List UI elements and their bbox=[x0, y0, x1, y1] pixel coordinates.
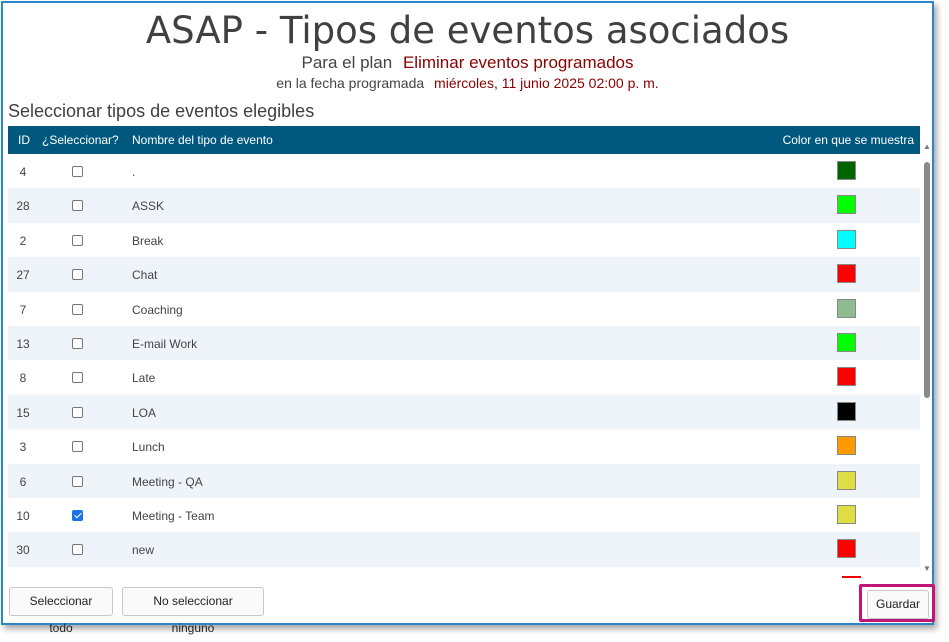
row-select-checkbox[interactable] bbox=[72, 166, 83, 177]
table-row: 6 Meeting - QA bbox=[8, 463, 920, 498]
partial-color-swatch bbox=[842, 576, 861, 578]
save-button-highlight bbox=[859, 584, 935, 622]
date-value: miércoles, 11 junio 2025 02:00 p. m. bbox=[434, 75, 659, 91]
table-row: 10 Meeting - Team bbox=[8, 498, 920, 532]
row-select-checkbox[interactable] bbox=[72, 509, 83, 521]
row-select-checkbox[interactable] bbox=[72, 372, 83, 384]
row-id: 3 bbox=[19, 440, 27, 455]
table-row: 13 E-mail Work bbox=[8, 325, 920, 361]
column-header-color: Color en que se muestra bbox=[782, 133, 914, 147]
table-row: 2 Break bbox=[8, 223, 920, 257]
scroll-up-arrow-icon[interactable]: ▲ bbox=[923, 142, 931, 151]
page-title: ASAP - Tipos de eventos asociados bbox=[145, 9, 790, 52]
row-event-name: Lunch bbox=[132, 440, 165, 455]
row-color-swatch bbox=[837, 195, 856, 215]
row-event-name: new bbox=[132, 543, 155, 558]
row-color-swatch bbox=[837, 470, 856, 490]
plan-value: Eliminar eventos programados bbox=[402, 53, 634, 72]
table-row: 3 Lunch bbox=[8, 429, 920, 463]
table-row: 27 Chat bbox=[8, 257, 920, 292]
row-id: 28 bbox=[16, 199, 30, 214]
row-color-swatch bbox=[837, 332, 856, 352]
select-all-button[interactable]: Seleccionar todo bbox=[9, 587, 113, 635]
scroll-down-arrow-icon[interactable]: ▼ bbox=[923, 564, 931, 573]
row-color-swatch bbox=[837, 436, 856, 456]
table-body: 4. 28 ASSK 2 Break 27 Chat 7 Coaching 13 E-mail Wo… bbox=[8, 154, 920, 567]
row-id: 10 bbox=[16, 508, 30, 523]
row-event-name: Coaching bbox=[132, 302, 183, 317]
event-types-table: ID ¿Seleccionar? Nombre del tipo de even… bbox=[8, 126, 933, 578]
row-id: 7 bbox=[19, 302, 27, 317]
row-id: 30 bbox=[16, 543, 30, 558]
column-header-name: Nombre del tipo de evento bbox=[132, 133, 273, 147]
row-color-swatch bbox=[837, 298, 856, 318]
section-title: Seleccionar tipos de eventos elegibles bbox=[8, 101, 315, 121]
row-id: 2 bbox=[19, 233, 27, 248]
row-event-name: . bbox=[132, 165, 136, 179]
row-id: 6 bbox=[19, 474, 27, 489]
row-color-swatch bbox=[837, 264, 856, 284]
row-event-name: Break bbox=[132, 233, 164, 248]
plan-line: Para el plan Eliminar eventos programado… bbox=[3, 53, 932, 73]
row-select-checkbox[interactable] bbox=[72, 475, 83, 487]
row-select-checkbox[interactable] bbox=[72, 234, 83, 246]
table-row: 30 new bbox=[8, 532, 920, 567]
date-line: en la fecha programada miércoles, 11 jun… bbox=[3, 75, 932, 91]
table-row: 7 Coaching bbox=[8, 292, 920, 326]
row-event-name: E-mail Work bbox=[132, 336, 198, 351]
row-event-name: Meeting - Team bbox=[132, 508, 215, 523]
table-row: 15 LOA bbox=[8, 394, 920, 430]
date-label: en la fecha programada bbox=[276, 75, 425, 91]
row-id: 8 bbox=[19, 371, 27, 386]
table-row: 28 ASSK bbox=[8, 188, 920, 223]
row-id: 15 bbox=[16, 405, 30, 420]
row-event-name: Meeting - QA bbox=[132, 474, 203, 489]
plan-label: Para el plan bbox=[301, 53, 393, 72]
column-header-id: ID bbox=[18, 133, 30, 147]
row-select-checkbox[interactable] bbox=[72, 269, 83, 281]
row-event-name: Chat bbox=[132, 268, 158, 283]
row-select-checkbox[interactable] bbox=[72, 406, 83, 418]
row-select-checkbox[interactable] bbox=[72, 544, 83, 556]
row-event-name: ASSK bbox=[132, 199, 165, 214]
row-color-swatch bbox=[837, 161, 856, 180]
table-scrollbar[interactable]: ▲ ▼ bbox=[922, 142, 932, 574]
row-select-checkbox[interactable] bbox=[72, 337, 83, 349]
column-header-select: ¿Seleccionar? bbox=[42, 133, 119, 147]
row-color-swatch bbox=[837, 367, 856, 387]
row-id: 13 bbox=[16, 336, 30, 351]
select-none-button[interactable]: No seleccionar ninguno bbox=[122, 587, 264, 635]
row-event-name: LOA bbox=[132, 405, 157, 420]
table-row: 8 Late bbox=[8, 360, 920, 394]
table-header: ID ¿Seleccionar? Nombre del tipo de even… bbox=[8, 126, 920, 154]
row-color-swatch bbox=[837, 539, 856, 559]
row-select-checkbox[interactable] bbox=[72, 200, 83, 212]
row-id: 4 bbox=[19, 165, 27, 179]
row-color-swatch bbox=[837, 401, 856, 421]
row-color-swatch bbox=[837, 229, 856, 249]
scroll-thumb[interactable] bbox=[924, 162, 930, 398]
save-button[interactable]: Guardar bbox=[867, 590, 929, 619]
table-row: 4. bbox=[8, 154, 920, 188]
row-event-name: Late bbox=[132, 371, 156, 386]
row-color-swatch bbox=[837, 504, 856, 524]
dialog-window: ASAP - Tipos de eventos asociados Para e… bbox=[1, 1, 935, 635]
row-select-checkbox[interactable] bbox=[72, 303, 83, 315]
row-id: 27 bbox=[16, 268, 30, 283]
row-select-checkbox[interactable] bbox=[72, 441, 83, 453]
